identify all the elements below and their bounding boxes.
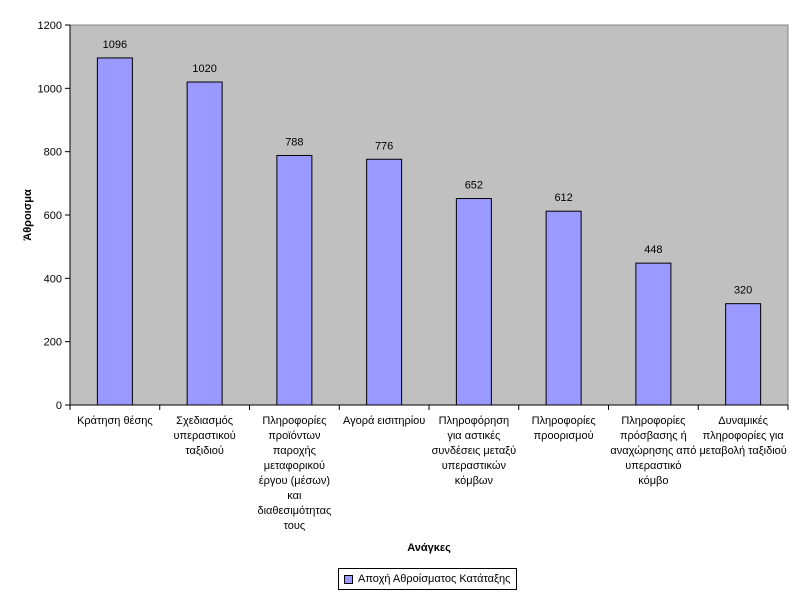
y-tick-label: 1200: [38, 20, 62, 32]
y-tick-label: 0: [56, 400, 62, 412]
category-label: Πληροφορίες προϊόντων παροχής μεταφορικού έρ…: [257, 415, 331, 532]
data-label: 776: [375, 140, 393, 152]
category-label: Πληροφορίες πρόσβασης ή αναχώρησης από υπερ…: [610, 415, 696, 487]
data-label: 320: [734, 285, 752, 297]
y-tick-label: 600: [44, 210, 62, 222]
bar: [366, 158, 403, 406]
data-label: 1096: [103, 39, 127, 51]
data-label: 448: [644, 244, 662, 256]
category-label: Κράτηση θέσης: [77, 415, 153, 427]
legend-label: Αποχή Αθροίσματος Κατάταξης: [358, 573, 511, 585]
bar: [186, 81, 223, 406]
bar: [545, 210, 582, 406]
data-label: 652: [465, 180, 483, 192]
category-label: Αγορά εισιτηρίου: [343, 415, 425, 427]
data-label: 788: [285, 136, 303, 148]
x-axis-title: Ανάγκες: [407, 542, 451, 554]
bar: [635, 262, 672, 406]
y-tick-label: 200: [44, 337, 62, 349]
y-tick-label: 400: [44, 273, 62, 285]
category-label: Πληροφόρηση για αστικές συνδέσεις μεταξύ υπ…: [432, 415, 517, 487]
legend-swatch: [344, 574, 353, 584]
category-label: Δυναμικές πληροφορίες για μεταβολή ταξιδιο…: [699, 415, 786, 457]
legend: Αποχή Αθροίσματος Κατάταξης: [338, 568, 518, 590]
bar: [455, 198, 492, 406]
bar: [96, 57, 133, 406]
y-tick-label: 800: [44, 147, 62, 159]
y-tick-label: 1000: [38, 83, 62, 95]
category-label: Σχεδιασμός υπεραστικού ταξιδιού: [174, 415, 236, 457]
bar: [276, 154, 313, 406]
y-axis-title: Άθροισμα: [22, 189, 34, 241]
bar: [725, 303, 762, 406]
data-label: 1020: [192, 63, 216, 75]
category-label: Πληροφορίες προορισμού: [532, 415, 596, 442]
data-label: 612: [554, 192, 572, 204]
plot-area: [69, 24, 789, 406]
